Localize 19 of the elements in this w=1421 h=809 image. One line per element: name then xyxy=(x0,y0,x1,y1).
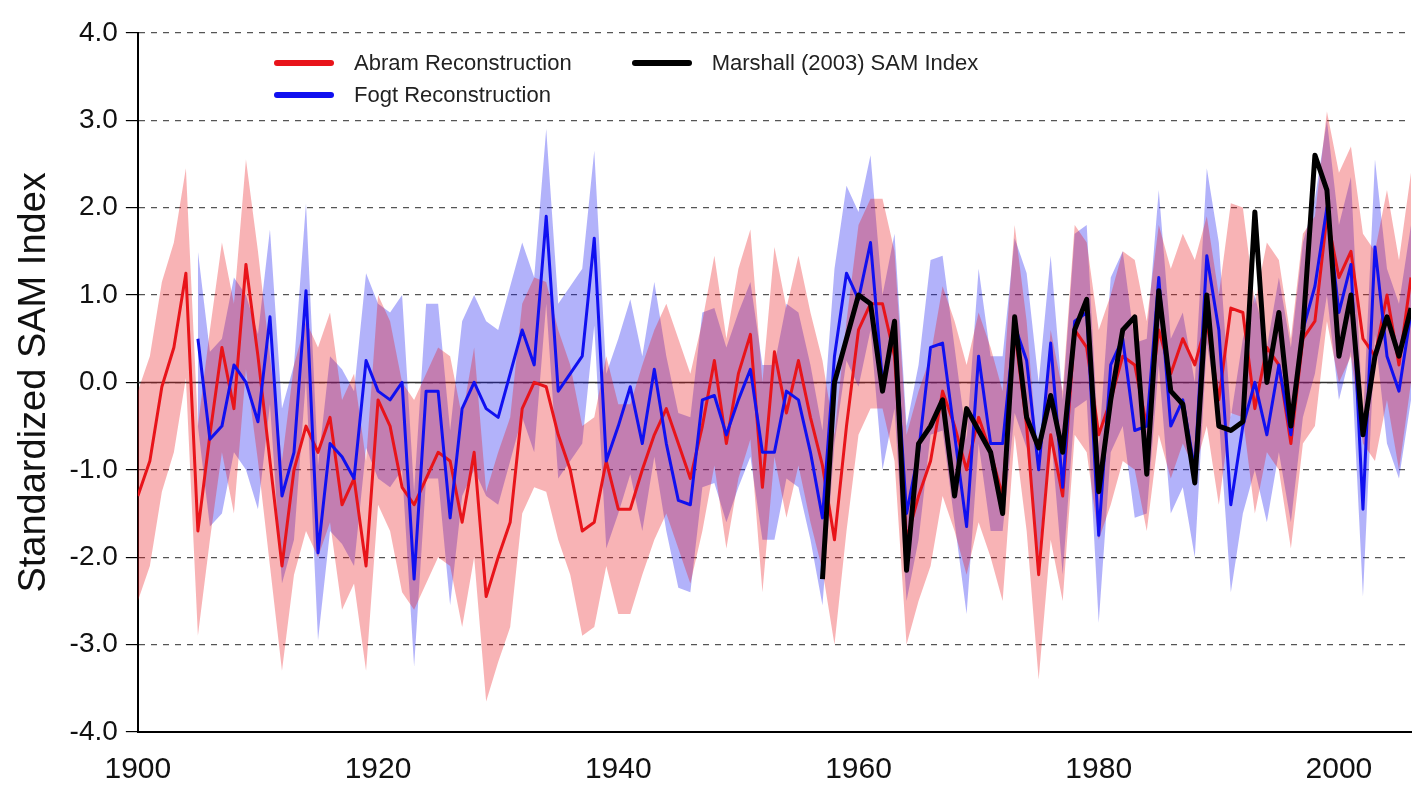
x-tick-label: 1960 xyxy=(825,751,892,785)
legend-label: Fogt Reconstruction xyxy=(354,82,551,108)
y-tick-label: -2.0 xyxy=(69,539,118,571)
x-tick-label: 1900 xyxy=(104,751,172,785)
x-tick-label: 2000 xyxy=(1305,751,1373,785)
legend-label: Abram Reconstruction xyxy=(354,50,572,76)
y-tick-label: -3.0 xyxy=(69,627,118,659)
y-axis-title: Standardized SAM Index xyxy=(11,172,54,593)
y-tick-label: 4.0 xyxy=(78,15,118,47)
y-tick-label: -1.0 xyxy=(69,452,118,484)
x-tick-label: 1920 xyxy=(344,751,412,785)
y-tick-label: 3.0 xyxy=(78,102,118,134)
x-tick-label: 1940 xyxy=(584,751,652,785)
y-tick-label: -4.0 xyxy=(69,714,118,746)
y-tick-label: 0.0 xyxy=(78,365,118,397)
x-tick-label: 1980 xyxy=(1065,751,1133,785)
y-tick-label: 1.0 xyxy=(78,277,118,309)
legend-label: Marshall (2003) SAM Index xyxy=(711,50,979,76)
y-tick-label: 2.0 xyxy=(78,190,118,222)
